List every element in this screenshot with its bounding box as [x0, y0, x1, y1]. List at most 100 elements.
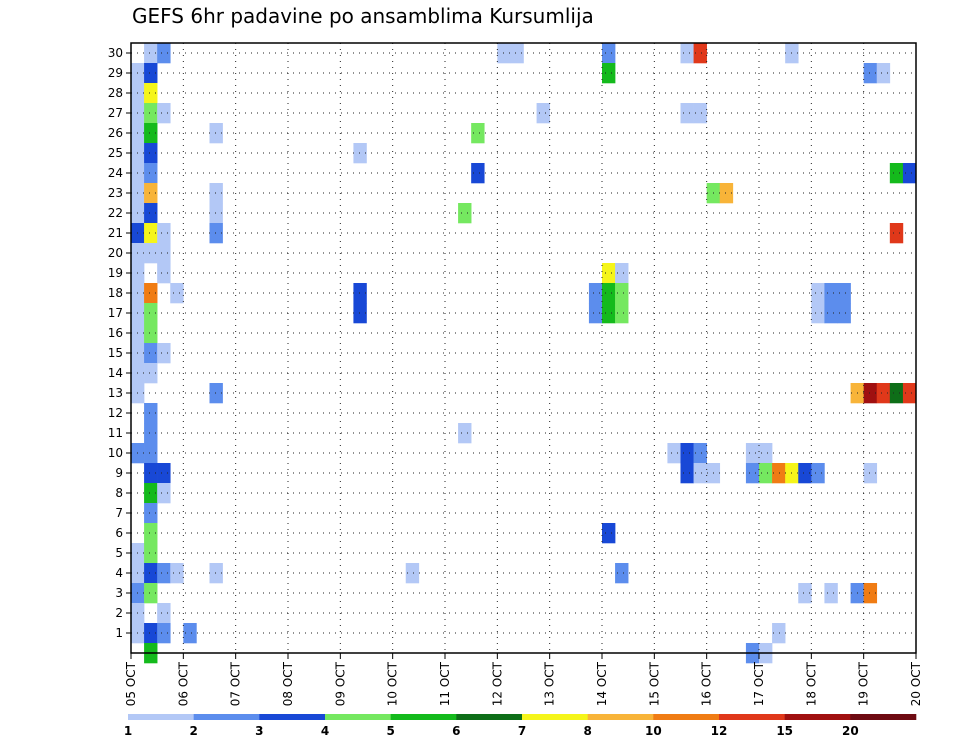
- y-tick-label: 26: [108, 126, 123, 140]
- legend-color-swatch: [784, 714, 851, 720]
- heatmap-cell: [471, 123, 485, 144]
- x-tick-label: 20 OCT: [909, 661, 923, 706]
- y-tick-label: 4: [115, 566, 123, 580]
- y-tick-label: 5: [115, 546, 123, 560]
- legend-color-swatch: [390, 714, 457, 720]
- y-tick-label: 10: [108, 446, 123, 460]
- y-tick-label: 14: [108, 366, 123, 380]
- plot-frame: [130, 42, 917, 654]
- heatmap-cell: [693, 443, 707, 464]
- y-tick-label: 30: [108, 46, 123, 60]
- x-tick-label: 11 OCT: [438, 661, 452, 706]
- heatmap-cell: [863, 63, 878, 84]
- heatmap-cell: [680, 43, 694, 64]
- x-tick-label: 16 OCT: [700, 661, 714, 706]
- heatmap-cell: [144, 403, 158, 424]
- heatmap-cell: [144, 483, 158, 504]
- heatmap-cell: [157, 343, 171, 364]
- heatmap-cell: [824, 283, 838, 304]
- heatmap-cell: [353, 303, 367, 324]
- heatmap-cell: [680, 463, 694, 484]
- legend-label: 2: [189, 724, 197, 738]
- y-tick-label: 25: [108, 146, 123, 160]
- heatmap-cell: [772, 623, 786, 644]
- x-tick-label: 15 OCT: [647, 661, 661, 706]
- heatmap-cell: [615, 303, 629, 324]
- heatmap-cell: [405, 563, 420, 584]
- legend-color-swatch: [259, 714, 326, 720]
- heatmap-cell: [157, 463, 171, 484]
- heatmap-cell: [811, 303, 825, 324]
- heatmap-cell: [144, 183, 158, 204]
- heatmap-cell: [144, 283, 158, 304]
- heatmap-cell: [889, 163, 904, 184]
- legend-color-swatch: [128, 714, 194, 720]
- heatmap-cell: [144, 123, 158, 144]
- heatmap-cell: [615, 563, 629, 584]
- heatmap-cell: [693, 43, 707, 64]
- chart-title: GEFS 6hr padavine po ansamblima Kursumli…: [132, 4, 594, 28]
- heatmap-cell: [170, 563, 184, 584]
- heatmap-cell: [602, 283, 616, 304]
- heatmap-cell: [772, 463, 786, 484]
- legend-label: 5: [386, 724, 394, 738]
- heatmap-cell: [157, 483, 171, 504]
- heatmap-cell: [876, 383, 891, 404]
- legend-color-swatch: [456, 714, 523, 720]
- heatmap-cell: [759, 463, 773, 484]
- y-tick-label: 13: [108, 386, 123, 400]
- heatmap-cell: [353, 143, 367, 164]
- x-tick-label: 19 OCT: [857, 661, 871, 706]
- heatmap-cell: [602, 63, 616, 84]
- heatmap-cell: [144, 103, 158, 124]
- y-tick-label: 9: [115, 466, 123, 480]
- heatmap-cell: [745, 443, 760, 464]
- y-tick-label: 17: [108, 306, 123, 320]
- heatmap-cell: [902, 163, 917, 184]
- y-tick-label: 23: [108, 186, 123, 200]
- legend-label: 15: [776, 724, 793, 738]
- heatmap-cell: [144, 43, 158, 64]
- heatmap-cell: [144, 463, 158, 484]
- y-tick-label: 24: [108, 166, 123, 180]
- legend-label: 1: [124, 724, 132, 738]
- heatmap-cell: [693, 103, 707, 124]
- legend-color-swatch: [325, 714, 391, 720]
- heatmap-cell: [144, 363, 158, 384]
- heatmap-cell: [144, 83, 158, 104]
- heatmap-cell: [693, 463, 707, 484]
- heatmap-cell: [588, 303, 603, 324]
- y-tick-label: 20: [108, 246, 123, 260]
- heatmap-cell: [615, 283, 629, 304]
- x-tick-label: 08 OCT: [281, 661, 295, 706]
- heatmap-cell: [144, 223, 158, 244]
- legend-label: 4: [321, 724, 329, 738]
- heatmap-cell: [824, 303, 838, 324]
- heatmap-cell: [863, 583, 878, 604]
- x-tick-label: 13 OCT: [543, 661, 557, 706]
- y-tick-label: 29: [108, 66, 123, 80]
- heatmap-cell: [157, 223, 171, 244]
- x-tick-label: 14 OCT: [595, 661, 609, 706]
- heatmap-cell: [602, 303, 616, 324]
- legend-color-swatch: [587, 714, 654, 720]
- heatmap-cell: [144, 503, 158, 524]
- legend-label: 8: [583, 724, 591, 738]
- heatmap-cell: [667, 443, 681, 464]
- x-tick-label: 05 OCT: [124, 661, 138, 706]
- heatmap-cell: [157, 103, 171, 124]
- heatmap-cell: [536, 103, 550, 124]
- heatmap-cell: [798, 463, 812, 484]
- heatmap-cell: [837, 303, 851, 324]
- legend-color-swatch: [653, 714, 720, 720]
- heatmap-cell: [144, 303, 158, 324]
- y-tick-label: 2: [115, 606, 123, 620]
- x-tick-label: 09 OCT: [333, 661, 347, 706]
- heatmap-cell: [510, 43, 524, 64]
- legend-color-swatch: [522, 714, 588, 720]
- heatmap-cell: [157, 623, 171, 644]
- heatmap-cell: [144, 523, 158, 544]
- heatmap-cell: [824, 583, 838, 604]
- legend-label: 6: [452, 724, 460, 738]
